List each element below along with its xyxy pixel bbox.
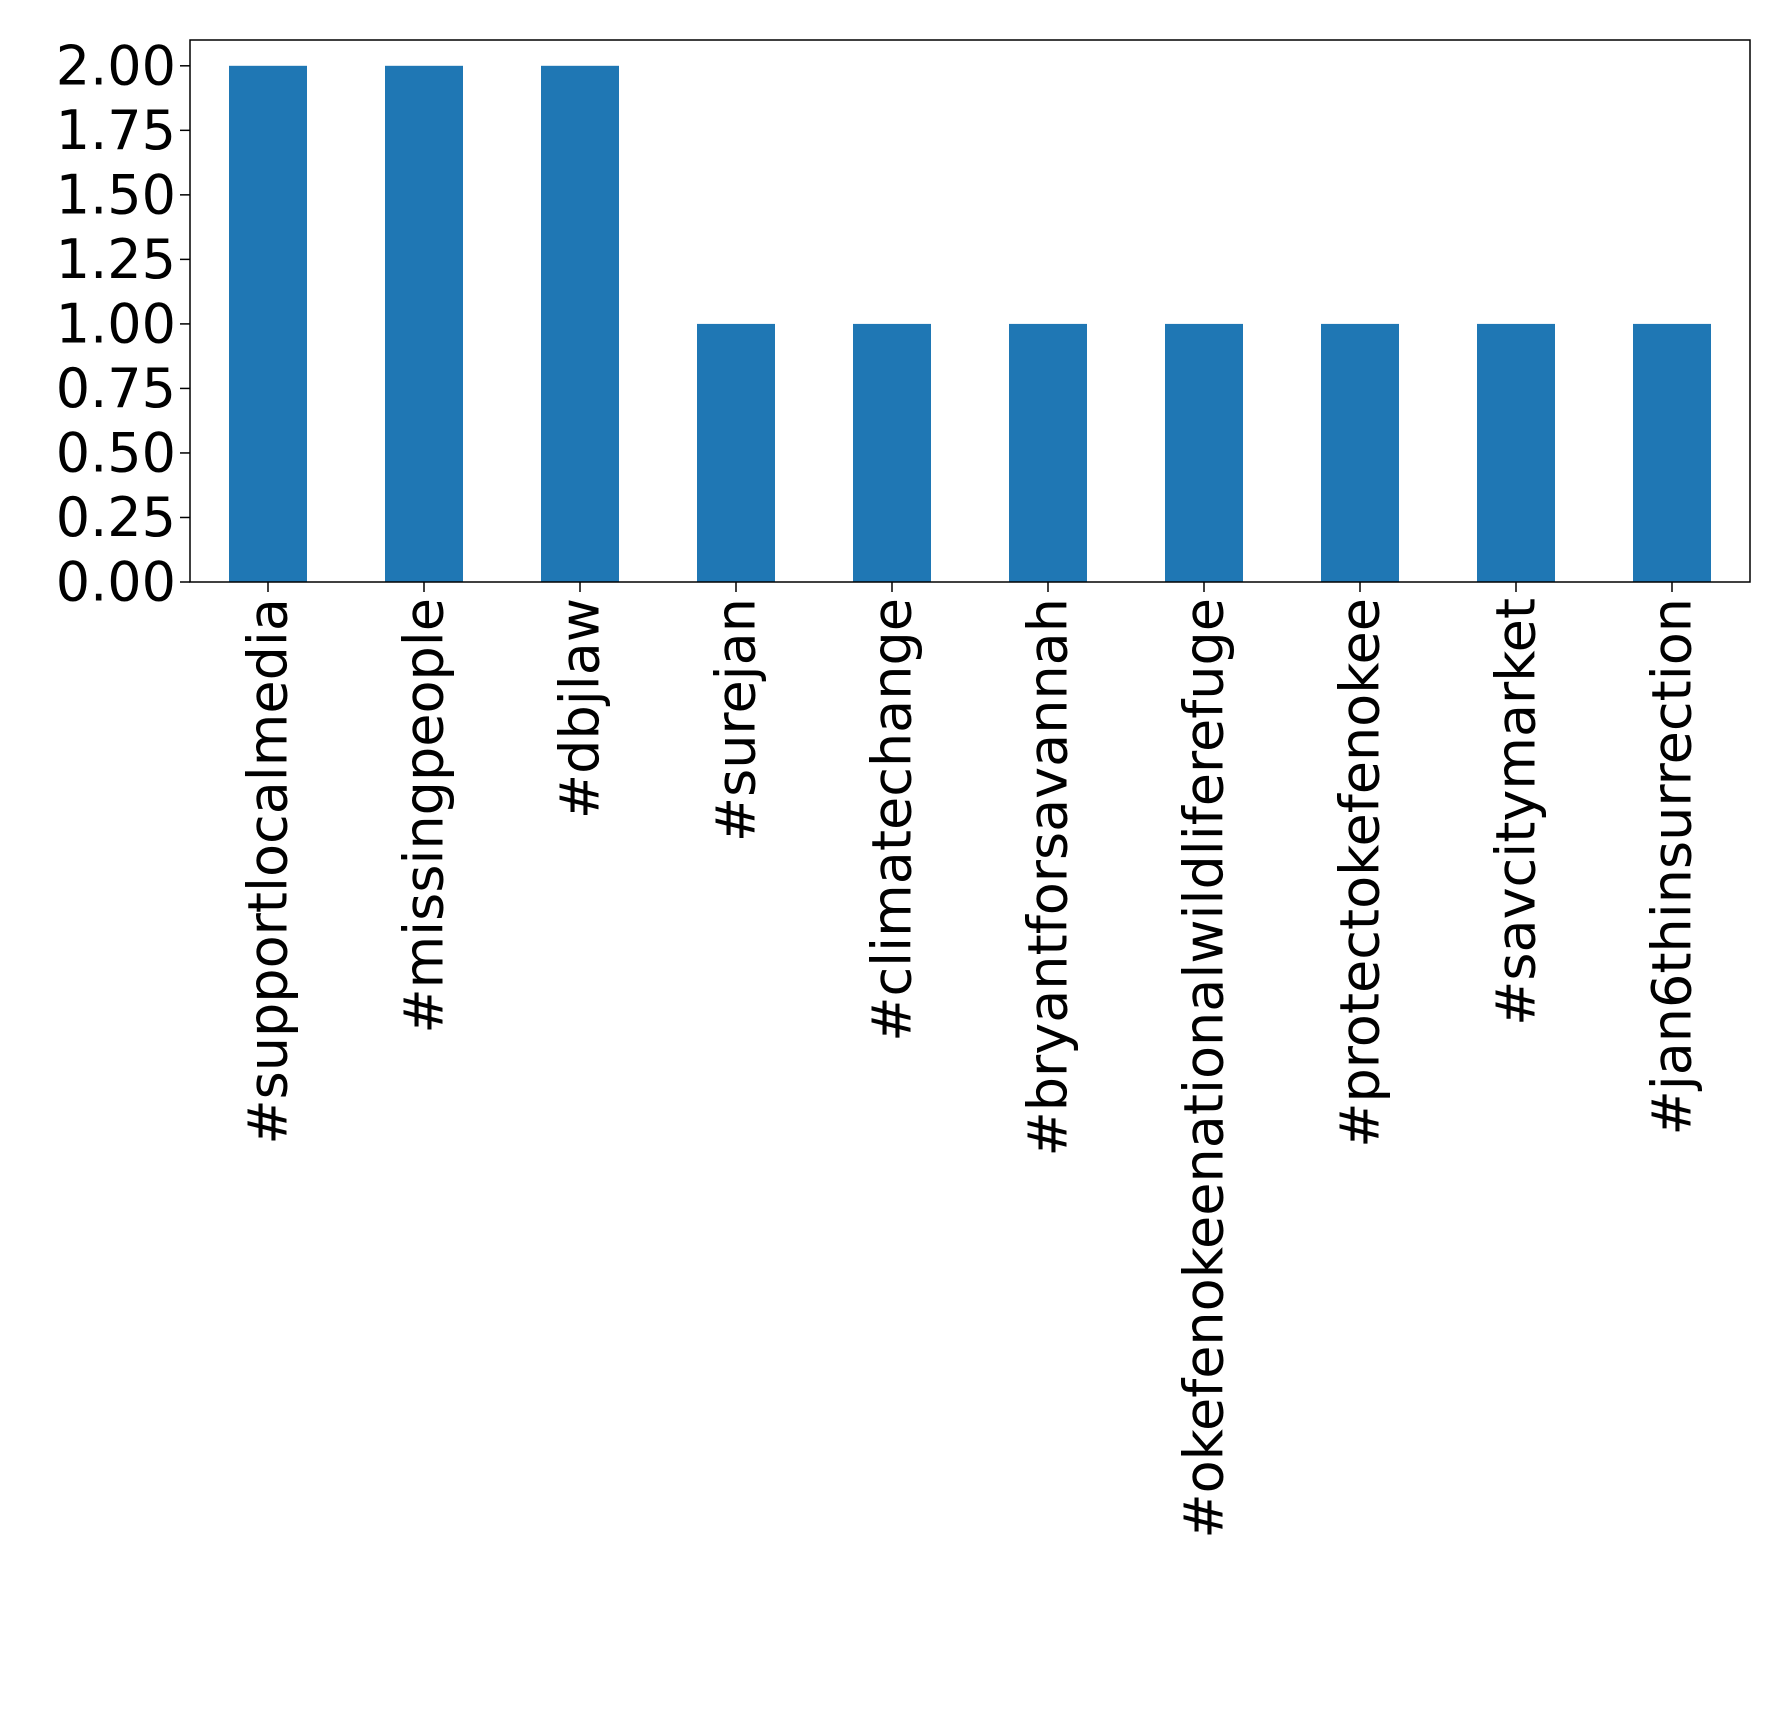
y-tick-label-8: 2.00 bbox=[56, 34, 176, 97]
x-tick-label-2: #dbjlaw bbox=[549, 598, 612, 819]
bar-6 bbox=[1165, 323, 1243, 582]
bar-9 bbox=[1633, 323, 1711, 582]
x-tick-label-3: #surejan bbox=[705, 598, 768, 842]
bar-8 bbox=[1477, 323, 1555, 582]
bar-4 bbox=[853, 323, 931, 582]
y-tick-label-0: 0.00 bbox=[56, 551, 176, 614]
x-tick-label-0: #supportlocalmedia bbox=[237, 598, 300, 1145]
y-tick-label-3: 0.75 bbox=[56, 357, 176, 420]
x-tick-label-7: #protectokefenokee bbox=[1329, 598, 1392, 1148]
bars bbox=[229, 65, 1711, 583]
bar-1 bbox=[385, 65, 463, 583]
bar-2 bbox=[541, 65, 619, 583]
y-axis: 0.000.250.500.751.001.251.501.752.00 bbox=[56, 34, 190, 614]
y-tick-label-5: 1.25 bbox=[56, 228, 176, 291]
x-tick-label-8: #savcitymarket bbox=[1485, 598, 1548, 1026]
y-tick-label-7: 1.75 bbox=[56, 99, 176, 162]
x-axis: #supportlocalmedia #missingpeople #dbjlaw #… bbox=[237, 582, 1704, 1539]
bar-7 bbox=[1321, 323, 1399, 582]
x-tick-label-4: #climatechange bbox=[861, 598, 924, 1042]
x-tick-label-1: #missingpeople bbox=[393, 598, 456, 1034]
x-tick-label-9: #jan6thinsurrection bbox=[1641, 598, 1704, 1136]
y-tick-label-6: 1.50 bbox=[56, 163, 176, 226]
x-tick-label-5: #bryantforsavannah bbox=[1017, 598, 1080, 1156]
plot-frame bbox=[189, 39, 1751, 583]
y-tick-label-4: 1.00 bbox=[56, 292, 176, 355]
bar-5 bbox=[1009, 323, 1087, 582]
bar-3 bbox=[697, 323, 775, 582]
y-tick-label-2: 0.50 bbox=[56, 421, 176, 484]
x-tick-label-6: #okefenokeenationalwildliferefuge bbox=[1173, 598, 1236, 1539]
bar-0 bbox=[229, 65, 307, 583]
y-tick-label-1: 0.25 bbox=[56, 486, 176, 549]
